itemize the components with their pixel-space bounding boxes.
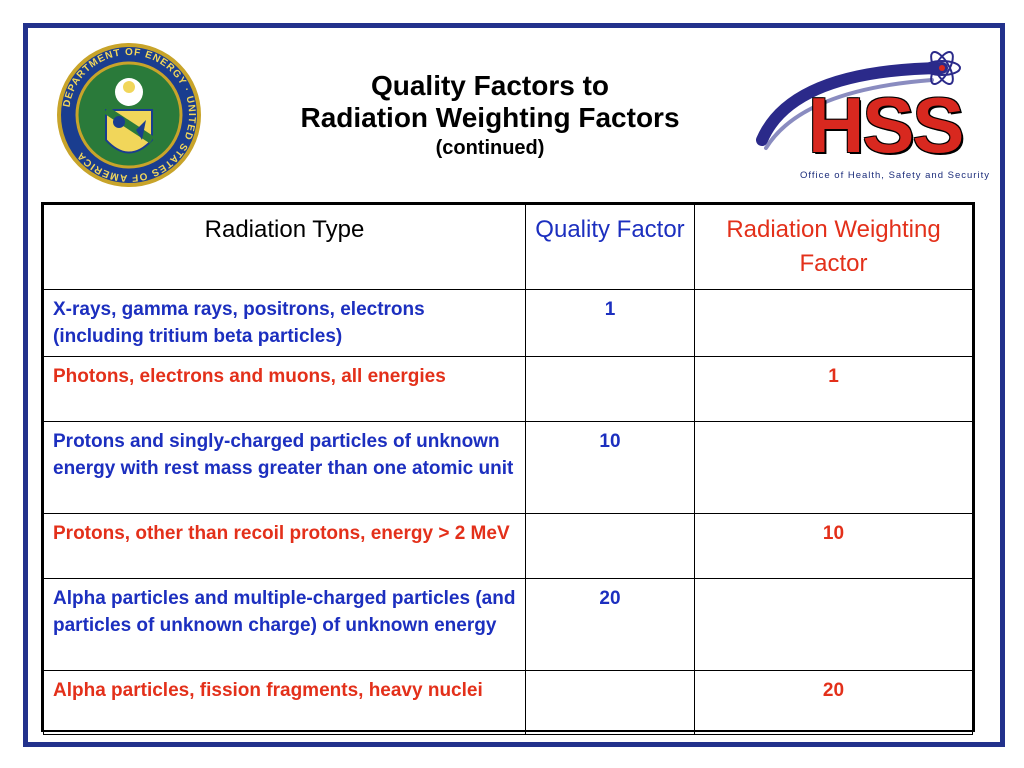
cell-quality-factor [525,356,695,422]
cell-radiation-type: Alpha particles and multiple-charged par… [43,578,526,671]
cell-radiation-type: Protons and singly-charged particles of … [43,421,526,514]
radiation-factors-table: Radiation Type Quality Factor Radiation … [43,204,973,735]
cell-quality-factor: 1 [525,289,695,357]
table-row: X-rays, gamma rays, positrons, electrons… [43,289,973,357]
cell-radiation-type: X-rays, gamma rays, positrons, electrons… [43,289,526,357]
table-row: Protons, other than recoil protons, ener… [43,513,973,579]
doe-seal-logo: DEPARTMENT OF ENERGY · UNITED STATES OF … [57,43,201,187]
table-row: Alpha particles and multiple-charged par… [43,578,973,671]
slide-frame [23,23,1005,747]
cell-quality-factor: 10 [525,421,695,514]
atom-icon [923,51,961,85]
hss-tagline: Office of Health, Safety and Security [800,170,990,181]
header-quality-factor: Quality Factor [525,204,695,290]
header-weighting-factor: Radiation Weighting Factor [694,204,973,290]
cell-weighting-factor [694,578,973,671]
hss-logo-text: HSS [808,81,964,169]
title-line-1: Quality Factors to [370,70,610,101]
hss-logo-swoosh [756,51,961,150]
cell-weighting-factor: 10 [694,513,973,579]
cell-weighting-factor: 20 [694,670,973,735]
cell-radiation-type: Photons, electrons and muons, all energi… [43,356,526,422]
table-header-row: Radiation Type Quality Factor Radiation … [43,204,973,290]
header-radiation-type: Radiation Type [43,204,526,290]
table-row: Protons and singly-charged particles of … [43,421,973,514]
title-line-2: Radiation Weighting Factors [300,102,680,133]
table-row: Photons, electrons and muons, all energi… [43,356,973,422]
cell-radiation-type: Alpha particles, fission fragments, heav… [43,670,526,735]
cell-radiation-type: Protons, other than recoil protons, ener… [43,513,526,579]
cell-quality-factor: 20 [525,578,695,671]
table-row: Alpha particles, fission fragments, heav… [43,670,973,735]
cell-quality-factor [525,670,695,735]
cell-weighting-factor: 1 [694,356,973,422]
cell-weighting-factor [694,421,973,514]
title-block: Quality Factors to Radiation Weighting F… [240,70,740,162]
title-subtitle: (continued) [435,137,545,159]
cell-quality-factor [525,513,695,579]
cell-weighting-factor [694,289,973,357]
